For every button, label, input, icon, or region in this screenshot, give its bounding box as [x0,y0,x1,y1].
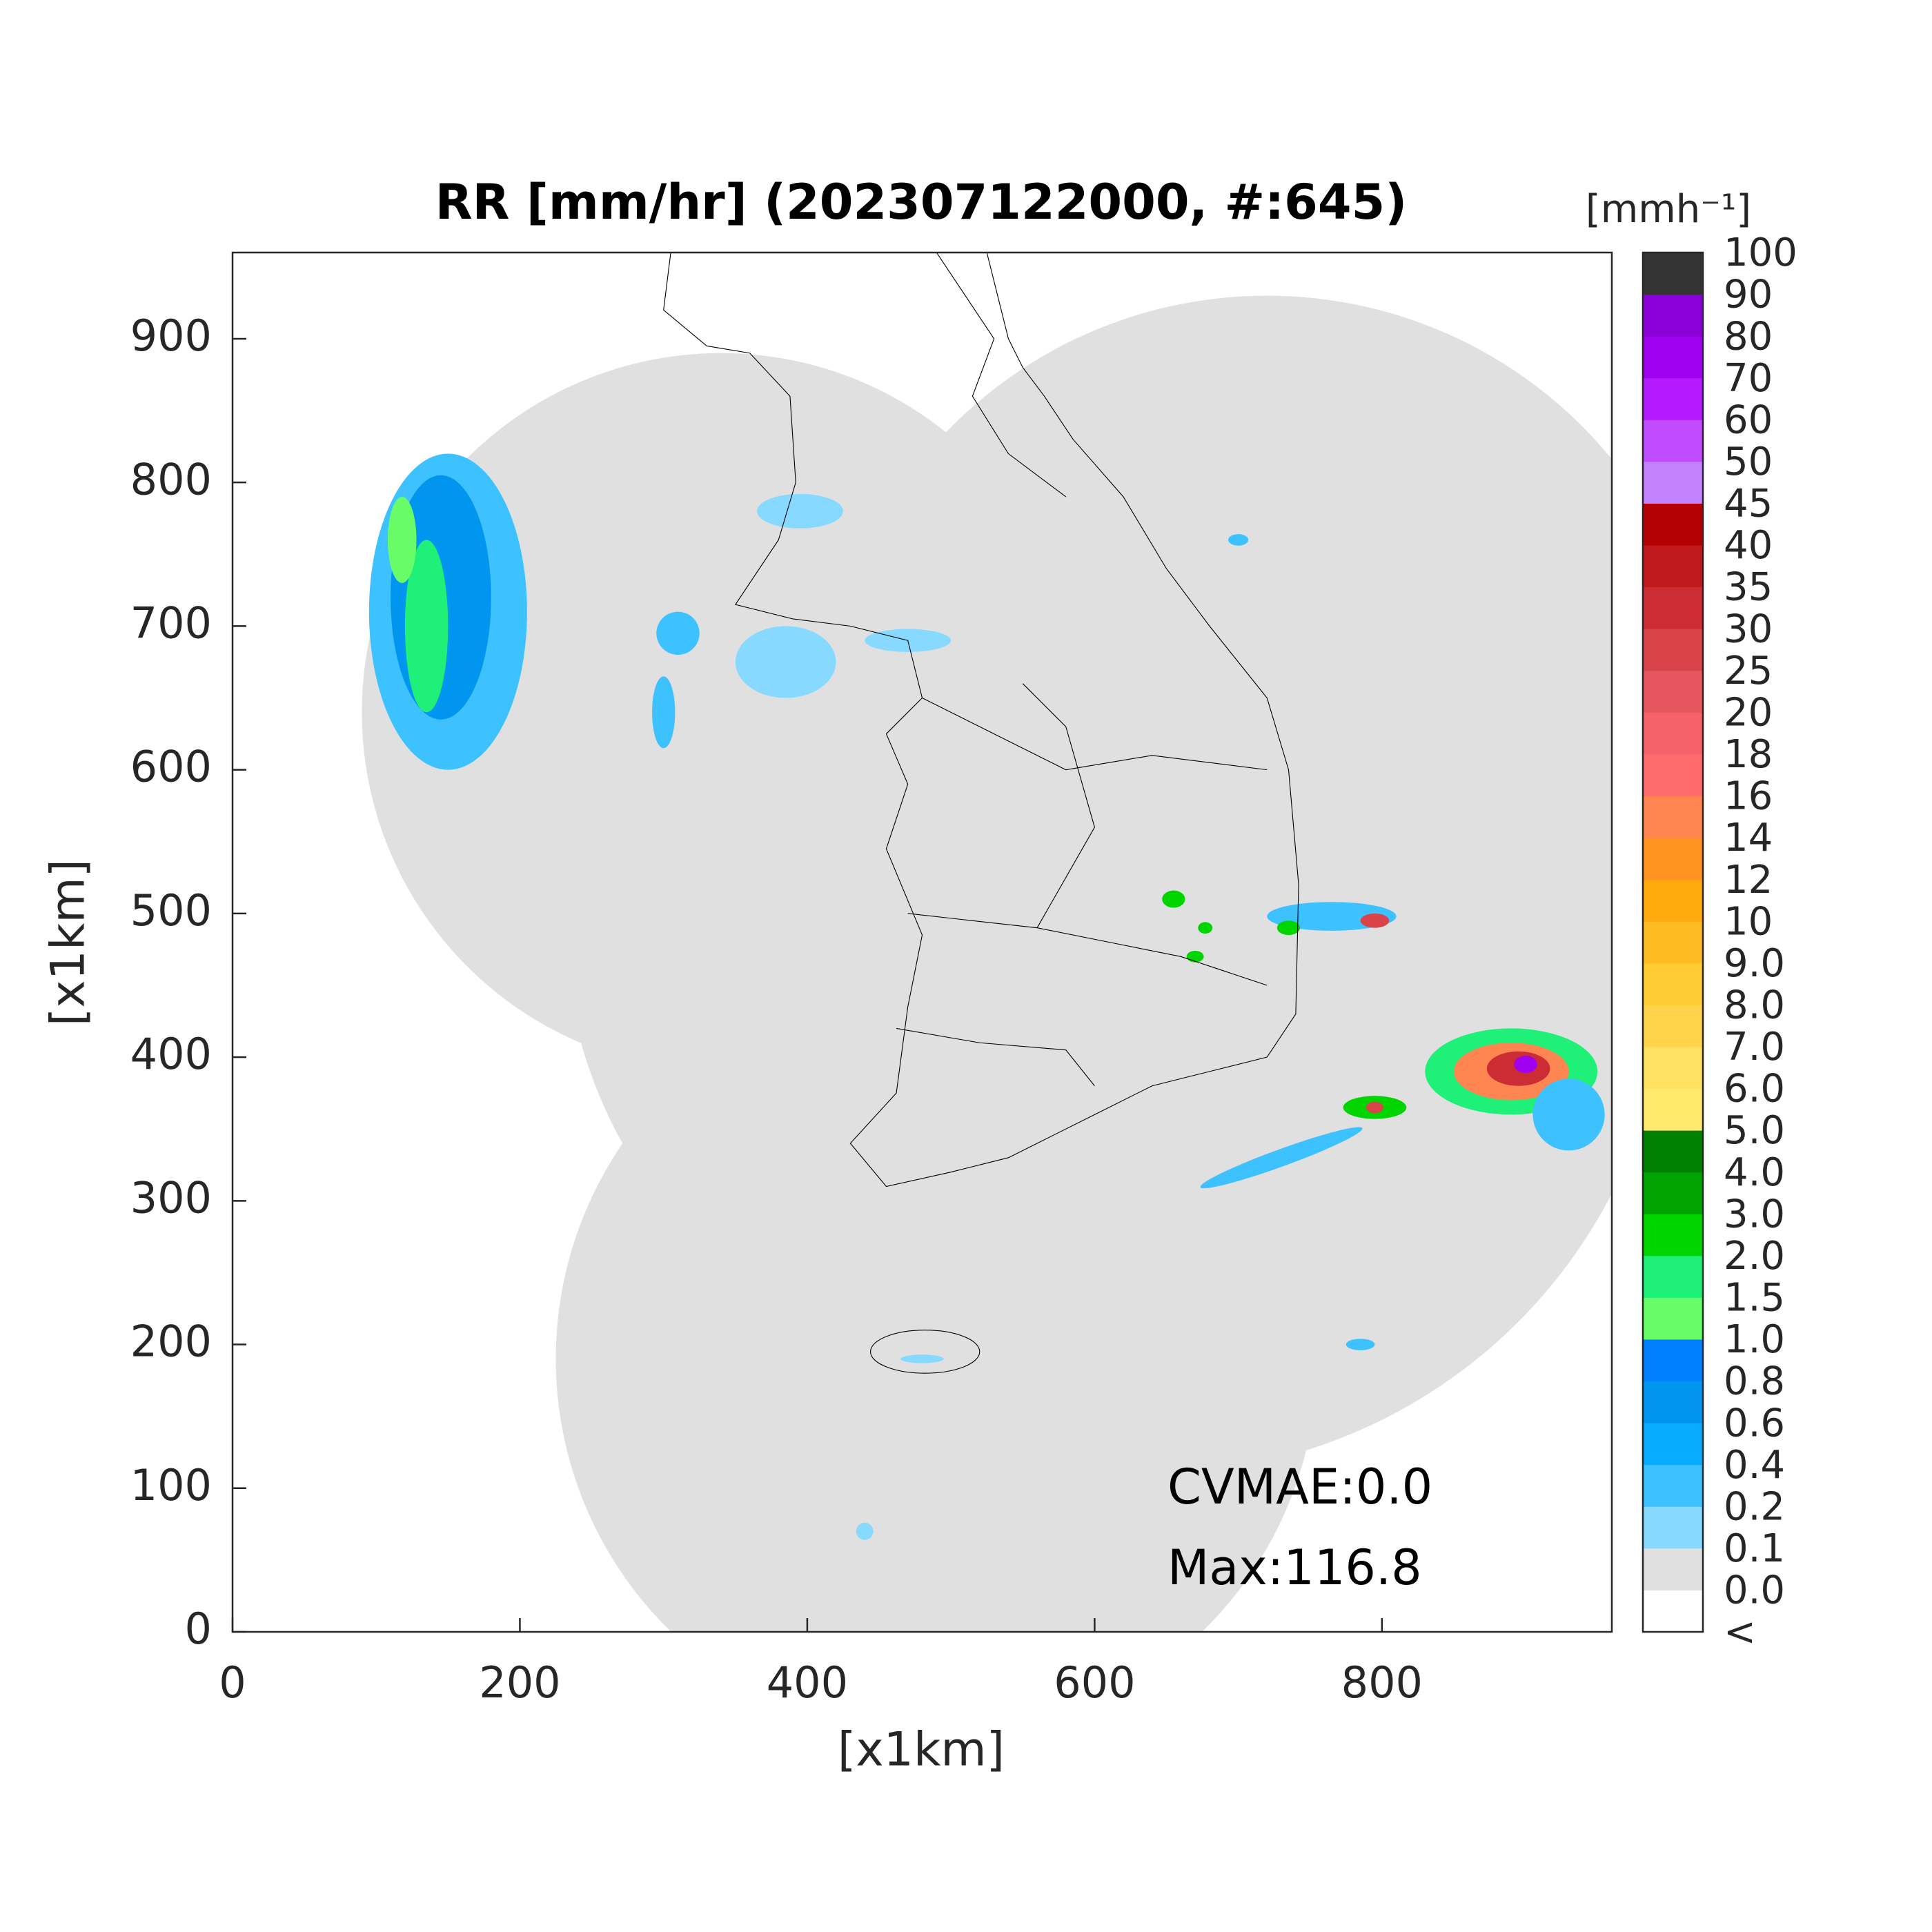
colorbar-label: 18 [1724,732,1773,777]
colorbar-swatch [1643,503,1703,546]
x-tick-label: 0 [219,1657,246,1708]
colorbar-label: 0.4 [1724,1443,1785,1488]
colorbar-swatch [1643,1214,1703,1256]
colorbar-swatch [1643,1046,1703,1090]
colorbar-swatch [1643,461,1703,504]
colorbar-label: 12 [1724,858,1773,903]
colorbar-label: 40 [1724,523,1773,568]
colorbar-swatch [1643,1172,1703,1214]
colorbar-swatch [1643,545,1703,588]
colorbar-swatch [1643,1506,1703,1549]
colorbar-label: 1.0 [1724,1317,1785,1362]
colorbar-swatch [1643,1548,1703,1590]
x-tick-label: 600 [1054,1657,1135,1708]
colorbar-label: 4.0 [1724,1150,1785,1195]
colorbar-label: 9.0 [1724,941,1785,986]
colorbar-swatch [1643,1590,1703,1633]
colorbar-label: 70 [1724,356,1773,401]
x-tick-label: 800 [1341,1657,1423,1708]
colorbar-label: 0.6 [1724,1401,1785,1446]
colorbar-label: 0.2 [1724,1484,1785,1529]
colorbar-swatch [1643,1297,1703,1340]
map-layer [362,253,1779,1632]
colorbar-swatch [1643,670,1703,713]
colorbar-label: 35 [1724,565,1773,610]
colorbar-label: < [1724,1610,1756,1655]
y-tick-label: 900 [130,310,212,361]
colorbar-label: 3.0 [1724,1192,1785,1236]
colorbar-swatch [1643,1088,1703,1131]
y-tick-label: 200 [130,1317,212,1367]
colorbar-label: 10 [1724,899,1773,944]
colorbar-label: 2.0 [1724,1234,1785,1279]
colorbar-label: 7.0 [1724,1025,1785,1070]
coastlines [664,253,1779,1373]
colorbar-swatch [1643,712,1703,755]
y-tick-label: 800 [130,454,212,504]
colorbar-swatch [1643,753,1703,796]
colorbar-label: 16 [1724,774,1773,819]
colorbar-swatch [1643,1130,1703,1173]
colorbar-swatch [1643,838,1703,880]
colorbar-swatch [1643,336,1703,379]
colorbar-label: 50 [1724,440,1773,484]
colorbar-frame [1642,251,1704,1633]
colorbar-swatch [1643,1464,1703,1507]
x-tick-label: 400 [767,1657,848,1708]
colorbar-swatch [1643,420,1703,462]
y-tick-label: 500 [130,885,212,936]
colorbar-swatch [1643,1339,1703,1382]
colorbar-swatch [1643,921,1703,964]
y-tick-label: 0 [185,1604,212,1654]
colorbar-swatch [1643,963,1703,1005]
colorbar-swatch [1643,796,1703,838]
colorbar-swatch [1643,1005,1703,1047]
colorbar-swatch [1643,1255,1703,1298]
y-axis-label: [x1km] [41,859,96,1026]
colorbar-swatch [1643,294,1703,337]
y-tick-label: 100 [130,1460,212,1510]
x-axis-label: [x1km] [838,1723,1005,1777]
y-tick-label: 600 [130,742,212,792]
colorbar-label: 80 [1724,314,1773,359]
annotation: CVMAE:0.0 [1167,1459,1432,1515]
colorbar-swatch [1643,879,1703,922]
colorbar-label: 30 [1724,607,1773,651]
colorbar-swatch [1643,1381,1703,1423]
colorbar-title: [mmh⁻¹] [1586,187,1751,232]
colorbar-swatch [1643,377,1703,420]
colorbar-swatch [1643,1423,1703,1466]
axes-frame [231,251,1613,1633]
colorbar-swatch [1643,586,1703,629]
map-area [362,253,1779,1632]
colorbar-label: 60 [1724,397,1773,442]
y-tick-label: 400 [130,1029,212,1079]
y-tick-label: 700 [130,598,212,648]
colorbar-label: 45 [1724,482,1773,526]
rain-echoes [368,453,1605,1540]
radar-coverage [362,295,1612,1632]
colorbar-label: 14 [1724,816,1773,860]
colorbar-label: 100 [1724,230,1797,275]
colorbar-label: 0.1 [1724,1526,1785,1571]
colorbar-label: 0.0 [1724,1568,1785,1613]
chart-title: RR [mm/hr] (202307122000, #:645) [435,174,1408,230]
colorbar-label: 90 [1724,273,1773,317]
colorbar-label: 8.0 [1724,983,1785,1028]
annotation: Max:116.8 [1167,1539,1422,1596]
colorbar-label: 25 [1724,649,1773,693]
colorbar-label: 6.0 [1724,1067,1785,1112]
colorbar-label: 1.5 [1724,1276,1785,1321]
colorbar-label: 0.8 [1724,1359,1785,1404]
y-tick-label: 300 [130,1172,212,1223]
x-tick-label: 200 [479,1657,560,1708]
colorbar-label: 5.0 [1724,1108,1785,1153]
colorbar-label: 20 [1724,690,1773,735]
colorbar-swatch [1643,253,1703,295]
colorbar-swatch [1643,629,1703,671]
